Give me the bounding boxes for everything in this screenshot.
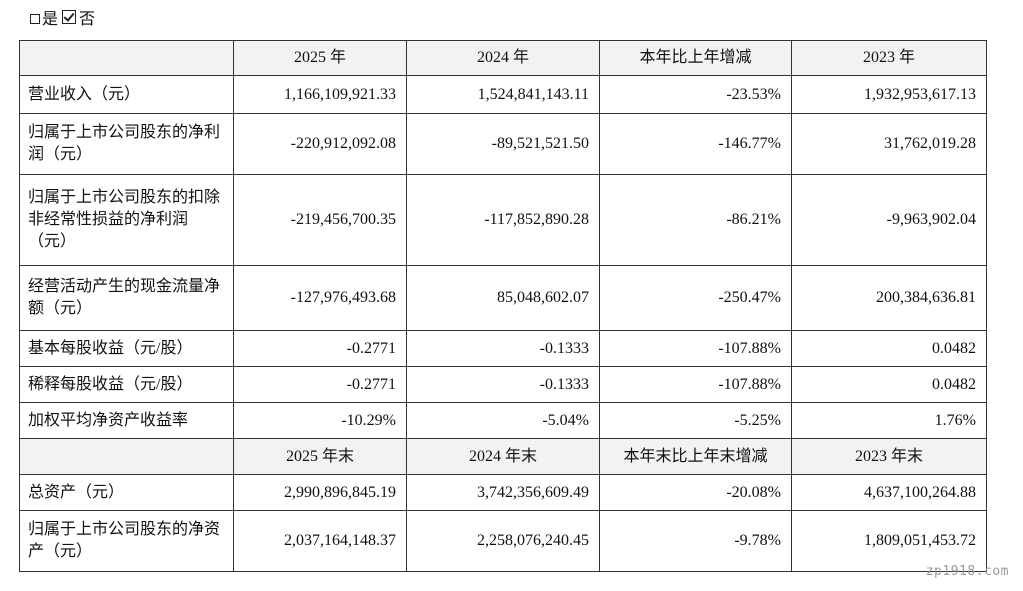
header-cell: 2025 年	[233, 40, 407, 76]
header-cell: 2025 年末	[233, 438, 407, 475]
header-cell: 本年末比上年末增减	[599, 438, 792, 475]
value-cell: -0.2771	[233, 366, 407, 403]
table-header-row: 2025 年 2024 年 本年比上年增减 2023 年	[19, 40, 987, 76]
value-cell: -117,852,890.28	[406, 174, 600, 266]
row-label: 稀释每股收益（元/股）	[19, 366, 234, 403]
value-cell: -146.77%	[599, 113, 792, 175]
value-cell: 200,384,636.81	[791, 265, 987, 331]
header-cell: 2024 年	[406, 40, 600, 76]
financial-data-table: 2025 年 2024 年 本年比上年增减 2023 年 营业收入（元） 1,1…	[19, 40, 987, 572]
value-cell: 1,809,051,453.72	[791, 510, 987, 572]
row-label: 基本每股收益（元/股）	[19, 330, 234, 367]
row-label: 归属于上市公司股东的净资产（元）	[19, 510, 234, 572]
checkbox-yes-label: 是	[42, 11, 59, 28]
value-cell: -220,912,092.08	[233, 113, 407, 175]
table-row: 营业收入（元） 1,166,109,921.33 1,524,841,143.1…	[19, 75, 987, 114]
row-label: 归属于上市公司股东的扣除非经常性损益的净利润（元）	[19, 174, 234, 266]
checkbox-yes-empty	[30, 14, 40, 24]
table-row: 基本每股收益（元/股） -0.2771 -0.1333 -107.88% 0.0…	[19, 330, 987, 367]
row-label: 总资产（元）	[19, 474, 234, 511]
value-cell: 1,524,841,143.11	[406, 75, 600, 114]
row-label: 营业收入（元）	[19, 75, 234, 114]
is-restated-checkbox-line: 是 否	[30, 6, 95, 28]
value-cell: 3,742,356,609.49	[406, 474, 600, 511]
row-label: 加权平均净资产收益率	[19, 402, 234, 439]
row-label: 归属于上市公司股东的净利润（元）	[19, 113, 234, 175]
value-cell: -86.21%	[599, 174, 792, 266]
value-cell: -219,456,700.35	[233, 174, 407, 266]
header-corner-cell	[19, 438, 234, 475]
row-label: 经营活动产生的现金流量净额（元）	[19, 265, 234, 331]
table-row: 稀释每股收益（元/股） -0.2771 -0.1333 -107.88% 0.0…	[19, 366, 987, 403]
table-row: 加权平均净资产收益率 -10.29% -5.04% -5.25% 1.76%	[19, 402, 987, 439]
header-cell: 2024 年末	[406, 438, 600, 475]
value-cell: 2,037,164,148.37	[233, 510, 407, 572]
value-cell: -127,976,493.68	[233, 265, 407, 331]
value-cell: 1.76%	[791, 402, 987, 439]
table-row: 归属于上市公司股东的净利润（元） -220,912,092.08 -89,521…	[19, 113, 987, 175]
value-cell: -20.08%	[599, 474, 792, 511]
value-cell: 1,166,109,921.33	[233, 75, 407, 114]
value-cell: -5.25%	[599, 402, 792, 439]
value-cell: -107.88%	[599, 366, 792, 403]
value-cell: -0.2771	[233, 330, 407, 367]
site-watermark: zp1918.com	[925, 564, 1009, 579]
value-cell: -0.1333	[406, 330, 600, 367]
header-corner-cell	[19, 40, 234, 76]
value-cell: 2,990,896,845.19	[233, 474, 407, 511]
table-row: 归属于上市公司股东的净资产（元） 2,037,164,148.37 2,258,…	[19, 510, 987, 572]
value-cell: -89,521,521.50	[406, 113, 600, 175]
value-cell: -107.88%	[599, 330, 792, 367]
value-cell: 31,762,019.28	[791, 113, 987, 175]
header-cell: 2023 年末	[791, 438, 987, 475]
table-row: 总资产（元） 2,990,896,845.19 3,742,356,609.49…	[19, 474, 987, 511]
value-cell: -23.53%	[599, 75, 792, 114]
value-cell: -0.1333	[406, 366, 600, 403]
value-cell: -9,963,902.04	[791, 174, 987, 266]
header-cell: 本年比上年增减	[599, 40, 792, 76]
value-cell: 4,637,100,264.88	[791, 474, 987, 511]
header-cell: 2023 年	[791, 40, 987, 76]
value-cell: -5.04%	[406, 402, 600, 439]
value-cell: 85,048,602.07	[406, 265, 600, 331]
checkbox-no-label: 否	[79, 11, 96, 28]
table-header-row: 2025 年末 2024 年末 本年末比上年末增减 2023 年末	[19, 438, 987, 475]
value-cell: 0.0482	[791, 366, 987, 403]
value-cell: 1,932,953,617.13	[791, 75, 987, 114]
value-cell: -10.29%	[233, 402, 407, 439]
table-row: 经营活动产生的现金流量净额（元） -127,976,493.68 85,048,…	[19, 265, 987, 331]
value-cell: 2,258,076,240.45	[406, 510, 600, 572]
value-cell: 0.0482	[791, 330, 987, 367]
checkbox-no-checked	[62, 10, 77, 24]
table-row: 归属于上市公司股东的扣除非经常性损益的净利润（元） -219,456,700.3…	[19, 174, 987, 266]
value-cell: -9.78%	[599, 510, 792, 572]
value-cell: -250.47%	[599, 265, 792, 331]
